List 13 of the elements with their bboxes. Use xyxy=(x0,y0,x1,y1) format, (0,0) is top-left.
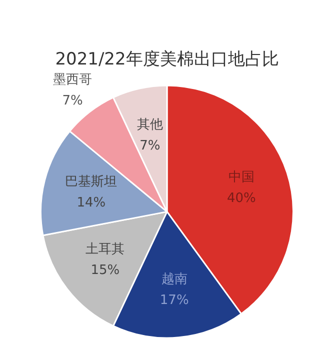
data-label: 17% xyxy=(160,293,189,308)
slice-label: 其他 xyxy=(136,118,163,133)
data-label: 14% xyxy=(76,196,106,211)
data-label: 7% xyxy=(140,138,160,154)
data-label: 15% xyxy=(90,263,120,278)
slice-label: 墨西哥 xyxy=(53,72,92,88)
slice-label: 巴基斯坦 xyxy=(65,174,118,190)
data-label: 7% xyxy=(62,93,83,108)
slice-label: 土耳其 xyxy=(86,242,125,258)
chart-title: 2021/22年度美棉出口地占比 xyxy=(55,50,279,70)
slice-label: 越南 xyxy=(161,272,188,288)
slice-label: 中国 xyxy=(228,170,254,185)
data-label: 40% xyxy=(226,190,256,206)
